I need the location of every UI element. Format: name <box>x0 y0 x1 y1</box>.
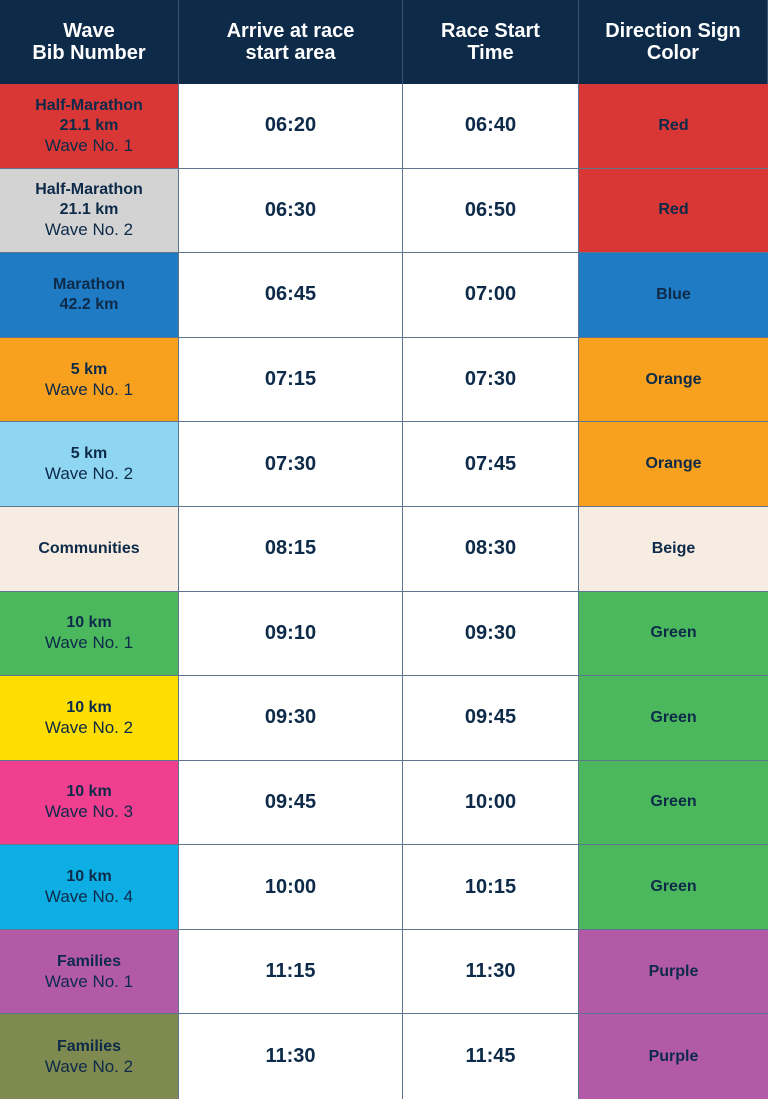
start-time: 11:45 <box>403 1014 579 1099</box>
start-time: 06:40 <box>403 84 579 169</box>
wave-cell: Communities <box>0 506 179 592</box>
wave-name: Families <box>56 952 122 970</box>
direction-sign-color: Green <box>579 760 768 846</box>
arrive-time: 10:00 <box>179 845 403 930</box>
direction-sign-color: Red <box>579 84 768 169</box>
header-race-start-time: Race Start Time <box>403 0 579 84</box>
wave-cell: 10 km Wave No. 2 <box>0 676 179 761</box>
start-time: 07:45 <box>403 422 579 507</box>
wave-cell: Half-Marathon 21.1 km Wave No. 1 <box>0 84 179 169</box>
direction-sign-color: Orange <box>579 337 768 423</box>
header-arrive-start-area: Arrive at race start area <box>179 0 403 84</box>
wave-number: Wave No. 2 <box>44 464 134 484</box>
wave-number: Wave No. 1 <box>44 971 134 991</box>
wave-number: Wave No. 3 <box>44 802 134 822</box>
wave-name: Families <box>56 1037 122 1055</box>
arrive-time: 09:30 <box>179 676 403 761</box>
arrive-time: 11:30 <box>179 1014 403 1099</box>
arrive-time: 11:15 <box>179 929 403 1015</box>
start-time: 09:30 <box>403 591 579 677</box>
start-time: 11:30 <box>403 929 579 1015</box>
direction-sign-color: Purple <box>579 929 768 1015</box>
start-time: 07:00 <box>403 253 579 338</box>
arrive-time: 09:45 <box>179 760 403 846</box>
wave-number: Wave No. 2 <box>44 220 134 240</box>
wave-number: Wave No. 2 <box>44 1056 134 1076</box>
wave-cell: Families Wave No. 2 <box>0 1014 179 1099</box>
direction-sign-color: Orange <box>579 422 768 507</box>
wave-number: Wave No. 1 <box>44 379 134 399</box>
arrive-time: 06:30 <box>179 168 403 254</box>
wave-number: Wave No. 1 <box>44 633 134 653</box>
wave-cell: 10 km Wave No. 4 <box>0 845 179 930</box>
arrive-time: 07:15 <box>179 337 403 423</box>
arrive-time: 06:20 <box>179 84 403 169</box>
direction-sign-color: Red <box>579 168 768 254</box>
wave-cell: 5 km Wave No. 2 <box>0 422 179 507</box>
wave-number: Wave No. 2 <box>44 717 134 737</box>
wave-name: Communities <box>38 539 140 557</box>
wave-cell: 10 km Wave No. 1 <box>0 591 179 677</box>
wave-cell: Families Wave No. 1 <box>0 929 179 1015</box>
start-time: 07:30 <box>403 337 579 423</box>
direction-sign-color: Green <box>579 591 768 677</box>
wave-name: 5 km <box>70 445 108 463</box>
arrive-time: 08:15 <box>179 506 403 592</box>
wave-name: 10 km <box>66 783 112 801</box>
direction-sign-color: Blue <box>579 253 768 338</box>
wave-cell: Marathon 42.2 km <box>0 253 179 338</box>
arrive-time: 07:30 <box>179 422 403 507</box>
header-wave-bib-number: Wave Bib Number <box>0 0 179 84</box>
wave-cell: 5 km Wave No. 1 <box>0 337 179 423</box>
wave-name: 10 km <box>66 868 112 886</box>
wave-cell: Half-Marathon 21.1 km Wave No. 2 <box>0 168 179 254</box>
direction-sign-color: Green <box>579 676 768 761</box>
start-time: 08:30 <box>403 506 579 592</box>
start-time: 10:15 <box>403 845 579 930</box>
wave-name: 10 km <box>66 698 112 716</box>
wave-name: Marathon 42.2 km <box>53 275 125 313</box>
direction-sign-color: Purple <box>579 1014 768 1099</box>
wave-name: 10 km <box>66 614 112 632</box>
start-time: 09:45 <box>403 676 579 761</box>
wave-number: Wave No. 1 <box>44 135 134 155</box>
wave-number: Wave No. 4 <box>44 887 134 907</box>
direction-sign-color: Beige <box>579 506 768 592</box>
wave-name: Half-Marathon 21.1 km <box>35 96 143 134</box>
direction-sign-color: Green <box>579 845 768 930</box>
header-direction-sign-color: Direction Sign Color <box>579 0 768 84</box>
start-time: 06:50 <box>403 168 579 254</box>
wave-cell: 10 km Wave No. 3 <box>0 760 179 846</box>
start-time: 10:00 <box>403 760 579 846</box>
arrive-time: 06:45 <box>179 253 403 338</box>
wave-name: 5 km <box>70 360 108 378</box>
arrive-time: 09:10 <box>179 591 403 677</box>
wave-name: Half-Marathon 21.1 km <box>35 181 143 219</box>
